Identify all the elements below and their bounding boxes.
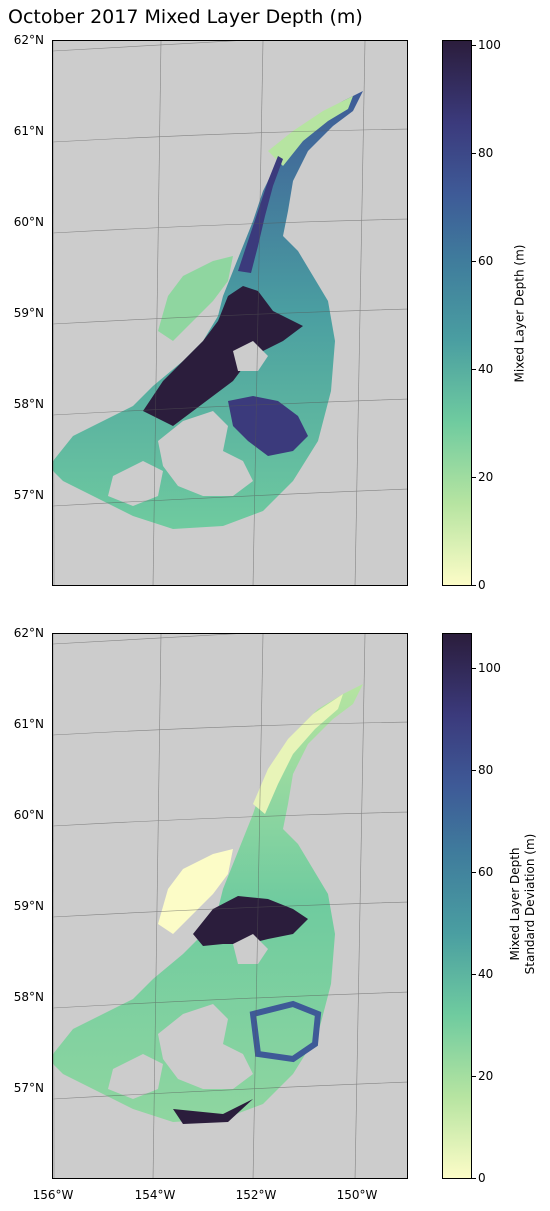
map-panel-std [52,633,408,1179]
lat-tick-bottom-61: 61°N [13,717,44,731]
lat-tick-bottom-58: 58°N [13,990,44,1004]
cbar-top-tick-0: 0 [472,578,486,592]
land-kodiak [108,1054,163,1099]
colorbar-mean [442,40,472,586]
map-svg-mean [53,41,407,585]
lat-tick-top-60: 60°N [13,215,44,229]
deep-water [143,286,303,426]
deep-band [173,1099,253,1124]
map-svg-std [53,634,407,1178]
lat-tick-bottom-57: 57°N [13,1081,44,1095]
shallow-water [158,256,233,341]
land-peninsula [158,411,253,496]
colorbar-std [442,633,472,1179]
water-domain [53,684,363,1122]
land-island [233,341,268,371]
land-peninsula [158,1004,253,1089]
lon-tick-152: 152°W [235,1188,277,1202]
lon-tick-154: 154°W [134,1188,176,1202]
colorbar-label-std: Mixed Layer Depth Standard Deviation (m) [508,824,538,984]
cbar-top-tick-100: 100 [472,38,501,52]
cbar-bottom-tick-40: 40 [471,967,494,981]
land-island-small [118,1129,153,1144]
lon-tick-156: 156°W [32,1188,74,1202]
cbar-top-tick-40: 40 [471,362,494,376]
colorbar-label-std-line2: Standard Deviation (m) [523,833,537,975]
cbar-top-tick-20: 20 [471,470,494,484]
land-kodiak [108,461,163,506]
graticule [53,634,407,1178]
land-island-small [118,536,153,551]
colorbar-gradient [443,41,471,585]
colorbar-label-mean-line1: Mixed Layer Depth (m) [512,244,527,383]
cbar-top-tick-60: 60 [471,254,494,268]
colorbar-label-mean: Mixed Layer Depth (m) [513,234,528,394]
lat-tick-top-59: 59°N [13,306,44,320]
deep-ring [249,1000,322,1063]
land-island [233,934,268,964]
cbar-bottom-tick-0: 0 [472,1171,486,1185]
cbar-top-tick-80: 80 [471,146,494,160]
cbar-bottom-tick-100: 100 [472,661,501,675]
graticule [53,41,407,585]
lat-tick-top-57: 57°N [13,488,44,502]
figure-title: October 2017 Mixed Layer Depth (m) [8,6,363,28]
cbar-bottom-tick-20: 20 [471,1069,494,1083]
deep-channel [238,156,283,273]
lat-tick-top-58: 58°N [13,397,44,411]
shallow-water [158,849,233,934]
lat-tick-top-62: 62°N [13,33,44,47]
lat-tick-top-61: 61°N [13,124,44,138]
map-panel-mean [52,40,408,586]
deep-water-2 [228,396,308,456]
cbar-bottom-tick-60: 60 [471,865,494,879]
cbar-bottom-tick-80: 80 [471,763,494,777]
colorbar-label-std-line1: Mixed Layer Depth [508,847,522,961]
lat-tick-bottom-60: 60°N [13,808,44,822]
lon-tick-150: 150°W [336,1188,378,1202]
lat-tick-bottom-62: 62°N [13,626,44,640]
lat-tick-bottom-59: 59°N [13,899,44,913]
colorbar-gradient [443,634,471,1178]
